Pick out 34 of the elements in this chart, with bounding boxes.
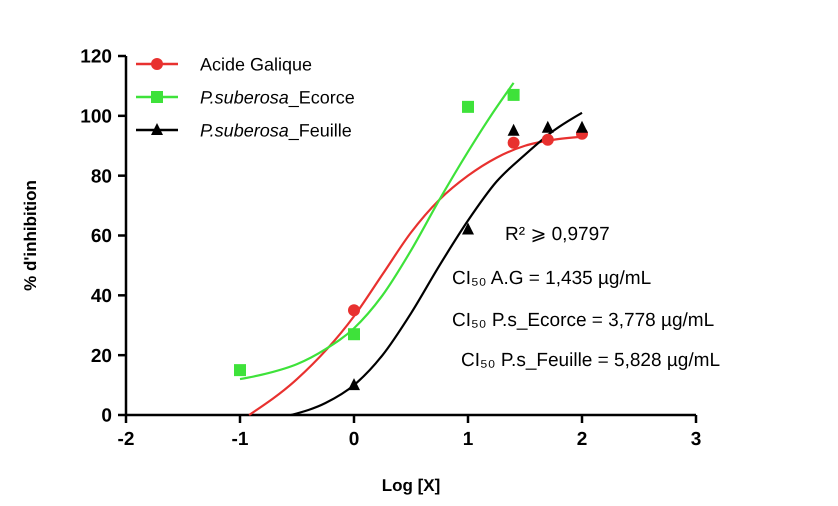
point [348, 378, 360, 390]
point [542, 134, 554, 146]
annotation: R² ⩾ 0,9797 [505, 224, 610, 245]
point [508, 88, 520, 101]
point [542, 120, 554, 133]
legend-label: Acide Galique [200, 54, 312, 74]
legend-label: P.suberosa_Feuille [200, 120, 352, 140]
y-tick-label: 120 [80, 46, 112, 68]
y-tick-label: 80 [90, 166, 112, 188]
y-tick-label: 100 [80, 106, 112, 128]
y-tick-label: 40 [90, 286, 112, 307]
point [348, 304, 360, 316]
annotation: CI₅₀ A.G = 1,435 µg/mL [452, 268, 652, 289]
y-tick-label: 0 [101, 406, 112, 427]
point [508, 136, 520, 149]
annotation: CI₅₀ P.s_Ecorce = 3,778 µg/mL [452, 310, 714, 331]
legend-label: P.suberosa_Ecorce [200, 87, 355, 108]
y-tick-label: 60 [90, 226, 112, 248]
point [234, 364, 246, 376]
y-tick-label: 20 [90, 346, 112, 367]
y-axis-title: % d'inhibition [21, 180, 40, 291]
point [462, 222, 474, 235]
point [576, 120, 588, 133]
x-tick-label: 0 [348, 429, 360, 450]
annotation: CI₅₀ P.s_Feuille = 5,828 µg/mL [461, 350, 720, 371]
point [348, 328, 360, 340]
x-axis-title: Log [X] [382, 476, 440, 495]
x-tick-label: -2 [118, 429, 134, 450]
point [462, 100, 474, 113]
x-tick-label: 3 [690, 429, 702, 450]
x-tick-label: 2 [576, 429, 588, 450]
x-tick-label: 1 [462, 429, 474, 450]
point [508, 124, 520, 136]
x-tick-label: -1 [232, 429, 249, 450]
